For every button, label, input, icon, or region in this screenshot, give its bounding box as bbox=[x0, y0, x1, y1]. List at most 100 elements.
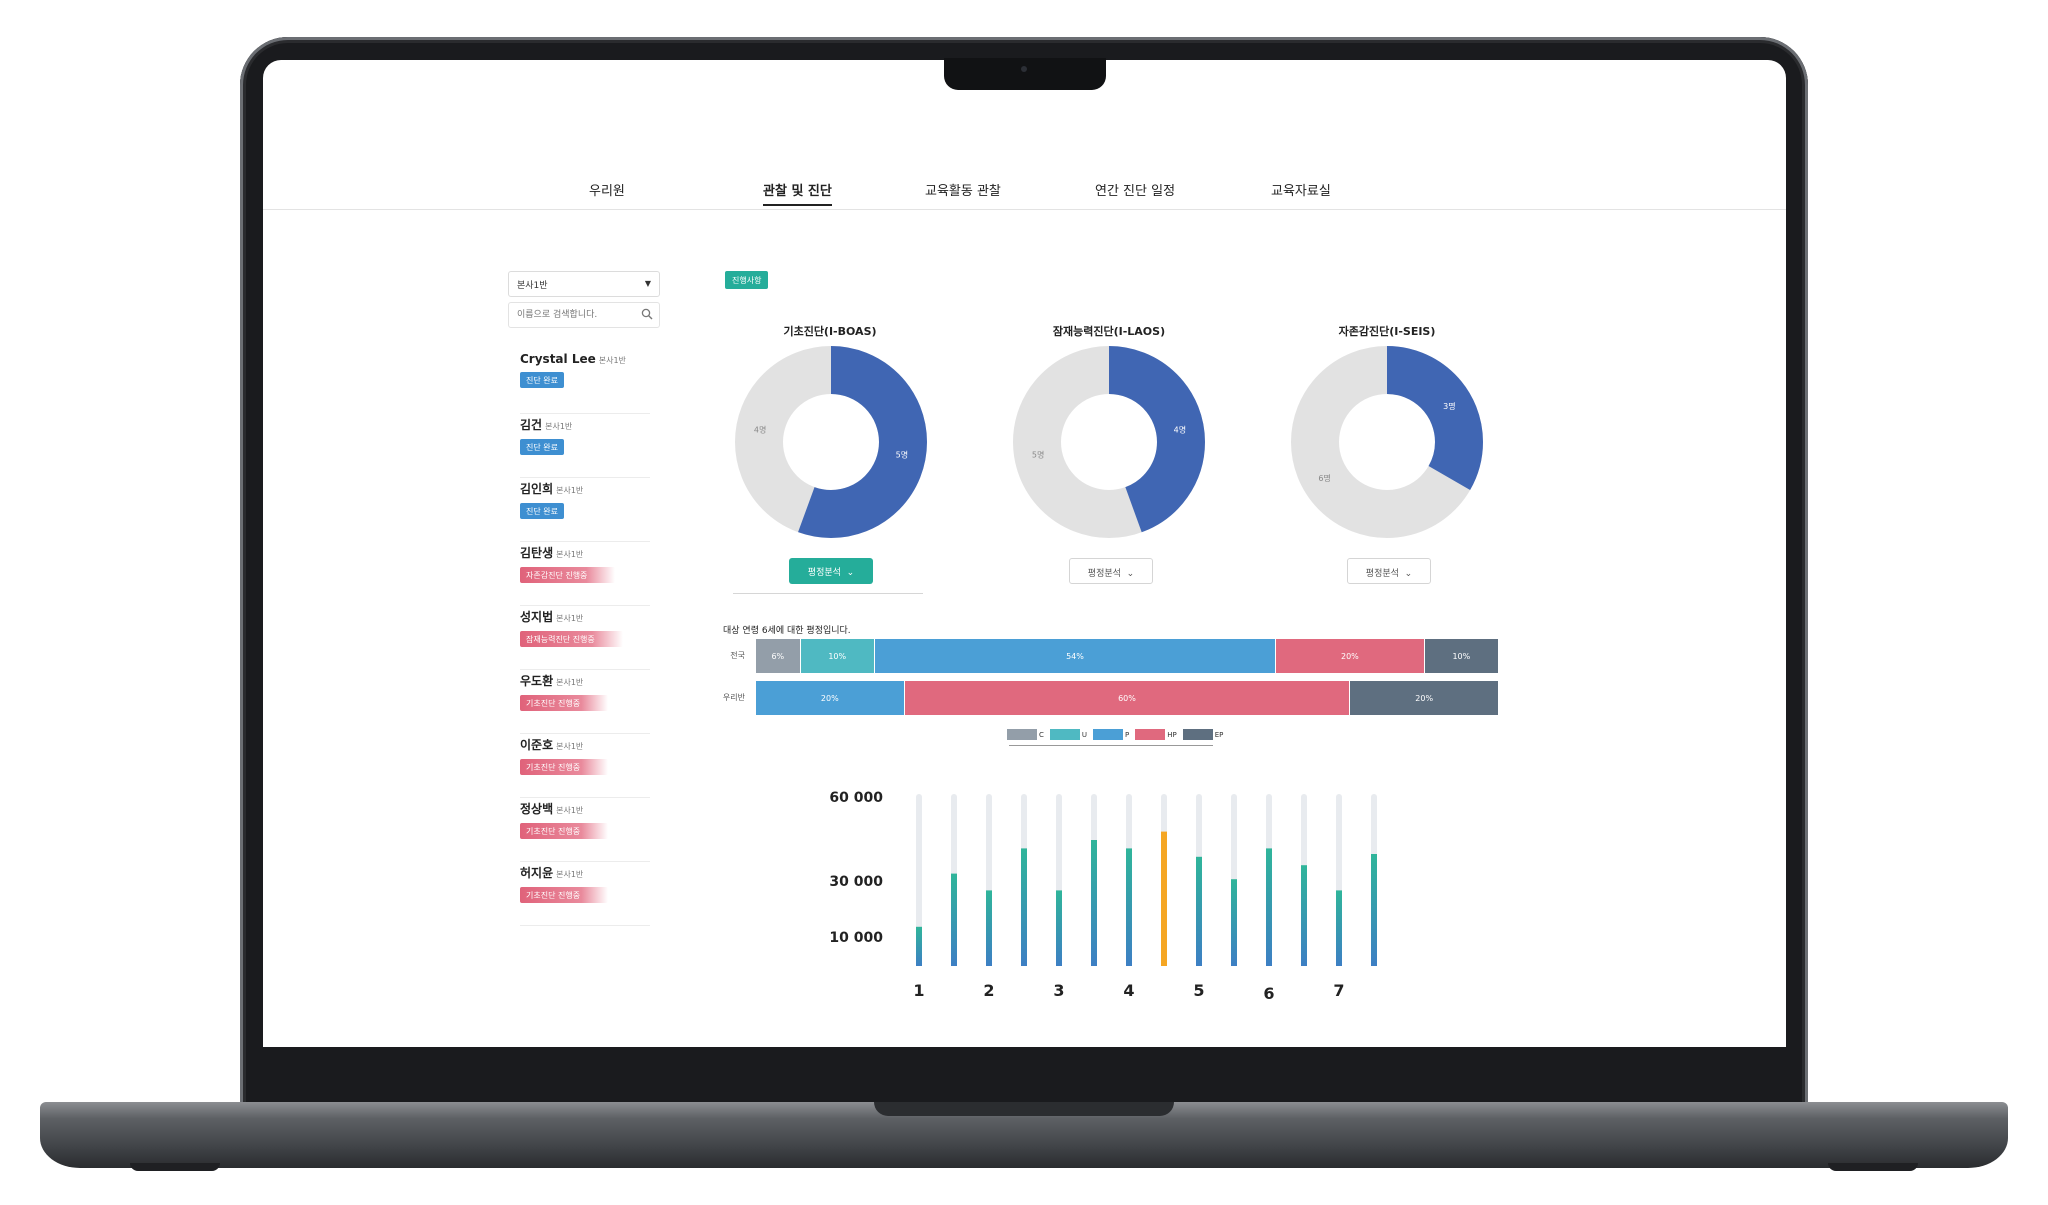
student-group: 본사1반 bbox=[556, 486, 584, 495]
analysis-button-basic[interactable]: 평정분석 ⌄ bbox=[789, 558, 873, 584]
status-badge: 기초진단 진행중 bbox=[520, 887, 609, 903]
donut-title-potential: 잠재능력진단(I-LAOS) bbox=[1052, 325, 1166, 338]
student-name: 허지윤 bbox=[520, 866, 554, 880]
bar bbox=[1266, 848, 1272, 966]
legend-item: EP bbox=[1182, 729, 1224, 740]
student-name: 김인희 bbox=[520, 482, 554, 496]
bar bbox=[951, 873, 957, 966]
x-tick-label: 7 bbox=[1333, 981, 1344, 1000]
distribution-segment-hp: 20% bbox=[1276, 639, 1425, 673]
screen: 우리원 관찰 및 진단 교육활동 관찰 연간 진단 일정 교육자료실 본사1반 … bbox=[263, 60, 1786, 1047]
student-name: 이준호 bbox=[520, 738, 554, 752]
donut-done-slice bbox=[735, 346, 927, 538]
donut-remaining-label: 5명 bbox=[1032, 450, 1044, 460]
donut-done-label: 3명 bbox=[1443, 401, 1455, 411]
donut-chart-self-esteem: 3명 6명 bbox=[1291, 346, 1483, 538]
bar bbox=[1056, 890, 1062, 966]
analysis-button-potential[interactable]: 평정분석 ⌄ bbox=[1069, 558, 1153, 584]
status-badge: 진단 완료 bbox=[520, 439, 564, 455]
status-badge: 기초진단 진행중 bbox=[520, 823, 609, 839]
status-badge: 기초진단 진행중 bbox=[520, 695, 609, 711]
legend-label: U bbox=[1081, 730, 1088, 739]
chevron-down-icon: ⌄ bbox=[843, 568, 855, 578]
student-group: 본사1반 bbox=[545, 422, 573, 431]
nav-item-observation-diagnosis[interactable]: 관찰 및 진단 bbox=[763, 180, 832, 206]
donut-done-slice bbox=[1291, 346, 1483, 538]
student-item[interactable]: 정상백 본사1반 기초진단 진행중 bbox=[520, 800, 650, 862]
distribution-segment-c: 6% bbox=[756, 639, 801, 673]
legend-swatch bbox=[1049, 729, 1080, 740]
search-icon[interactable] bbox=[641, 308, 653, 320]
legend-label: C bbox=[1039, 730, 1044, 739]
distribution-segment-p: 20% bbox=[756, 681, 905, 715]
bar bbox=[1196, 856, 1202, 966]
distribution-legend: C U P HP EP bbox=[1007, 729, 1223, 740]
student-item[interactable]: 우도환 본사1반 기초진단 진행중 bbox=[520, 672, 650, 734]
analysis-button-self-esteem[interactable]: 평정분석 ⌄ bbox=[1347, 558, 1431, 584]
student-search-input[interactable] bbox=[508, 302, 660, 328]
student-group: 본사1반 bbox=[598, 356, 626, 365]
camera-icon bbox=[1021, 66, 1027, 72]
x-tick-label: 4 bbox=[1123, 981, 1134, 1000]
bar bbox=[986, 890, 992, 966]
student-item[interactable]: 이준호 본사1반 기초진단 진행중 bbox=[520, 736, 650, 798]
x-tick-label: 5 bbox=[1193, 981, 1204, 1000]
x-tick-label: 3 bbox=[1053, 981, 1064, 1000]
nav-item-activity-observation[interactable]: 교육활동 관찰 bbox=[925, 184, 1001, 199]
student-name: 김건 bbox=[520, 418, 543, 432]
donut-done-label: 4명 bbox=[1174, 424, 1186, 434]
student-item[interactable]: 김탄생 본사1반 자존감진단 진행중 bbox=[520, 544, 650, 606]
status-badge: 잠재능력진단 진행중 bbox=[520, 631, 623, 647]
student-group: 본사1반 bbox=[556, 614, 584, 623]
student-group: 본사1반 bbox=[556, 550, 584, 559]
student-group: 본사1반 bbox=[556, 678, 584, 687]
distribution-segment-ep: 10% bbox=[1424, 639, 1499, 673]
student-name: 성지법 bbox=[520, 610, 554, 624]
laptop-foot bbox=[1828, 1163, 1918, 1171]
nav-item-resources[interactable]: 교육자료실 bbox=[1271, 184, 1331, 199]
distribution-segment-ep: 20% bbox=[1350, 681, 1499, 715]
student-item[interactable]: 허지윤 본사1반 기초진단 진행중 bbox=[520, 864, 650, 926]
nav-item-annual-schedule[interactable]: 연간 진단 일정 bbox=[1095, 184, 1176, 199]
bar-track bbox=[916, 794, 922, 966]
progress-status-tag: 진행사항 bbox=[725, 271, 769, 289]
legend-swatch bbox=[1135, 729, 1166, 740]
donut-chart-potential: 4명 5명 bbox=[1013, 346, 1205, 538]
divider bbox=[733, 593, 923, 594]
student-name: 정상백 bbox=[520, 802, 554, 816]
donut-done-slice bbox=[1013, 346, 1205, 538]
top-navigation bbox=[263, 175, 1786, 210]
student-group: 본사1반 bbox=[556, 742, 584, 751]
distribution-segment-p: 54% bbox=[874, 639, 1277, 673]
class-select[interactable]: 본사1반 ▼ bbox=[508, 271, 660, 297]
legend-divider bbox=[1009, 745, 1213, 746]
legend-label: HP bbox=[1167, 730, 1177, 739]
student-item[interactable]: 김인희 본사1반 진단 완료 bbox=[520, 480, 650, 542]
bar bbox=[1301, 865, 1307, 966]
chevron-down-icon: ▼ bbox=[644, 279, 651, 288]
analysis-button-label: 평정분석 bbox=[1087, 569, 1121, 579]
legend-swatch bbox=[1007, 729, 1037, 740]
legend-item: HP bbox=[1135, 729, 1177, 740]
nav-item-our-kindergarten[interactable]: 우리원 bbox=[589, 184, 625, 199]
student-item[interactable]: Crystal Lee 본사1반 진단 완료 bbox=[520, 352, 650, 414]
distribution-row-label: 우리반 bbox=[722, 693, 745, 702]
class-select-value: 본사1반 bbox=[517, 281, 548, 291]
camera-notch bbox=[944, 58, 1106, 90]
distribution-bar-national: 6% 10% 54% 20% 10% bbox=[756, 639, 1499, 673]
donut-remaining-label: 4명 bbox=[754, 424, 766, 434]
y-tick-label: 60 000 bbox=[829, 790, 883, 806]
student-item[interactable]: 성지법 본사1반 잠재능력진단 진행중 bbox=[520, 608, 650, 670]
student-group: 본사1반 bbox=[556, 870, 584, 879]
legend-swatch bbox=[1182, 729, 1213, 740]
distribution-segment-u: 10% bbox=[800, 639, 875, 673]
status-badge: 진단 완료 bbox=[520, 372, 564, 388]
student-name: Crystal Lee bbox=[520, 352, 596, 366]
donut-done-label: 5명 bbox=[896, 450, 908, 460]
legend-label: EP bbox=[1214, 730, 1224, 739]
donut-title-self-esteem: 자존감진단(I-SEIS) bbox=[1338, 325, 1436, 338]
x-tick-label: 1 bbox=[913, 981, 924, 1000]
student-item[interactable]: 김건 본사1반 진단 완료 bbox=[520, 416, 650, 478]
donut-remaining-label: 6명 bbox=[1318, 473, 1330, 483]
bar bbox=[1231, 879, 1237, 966]
